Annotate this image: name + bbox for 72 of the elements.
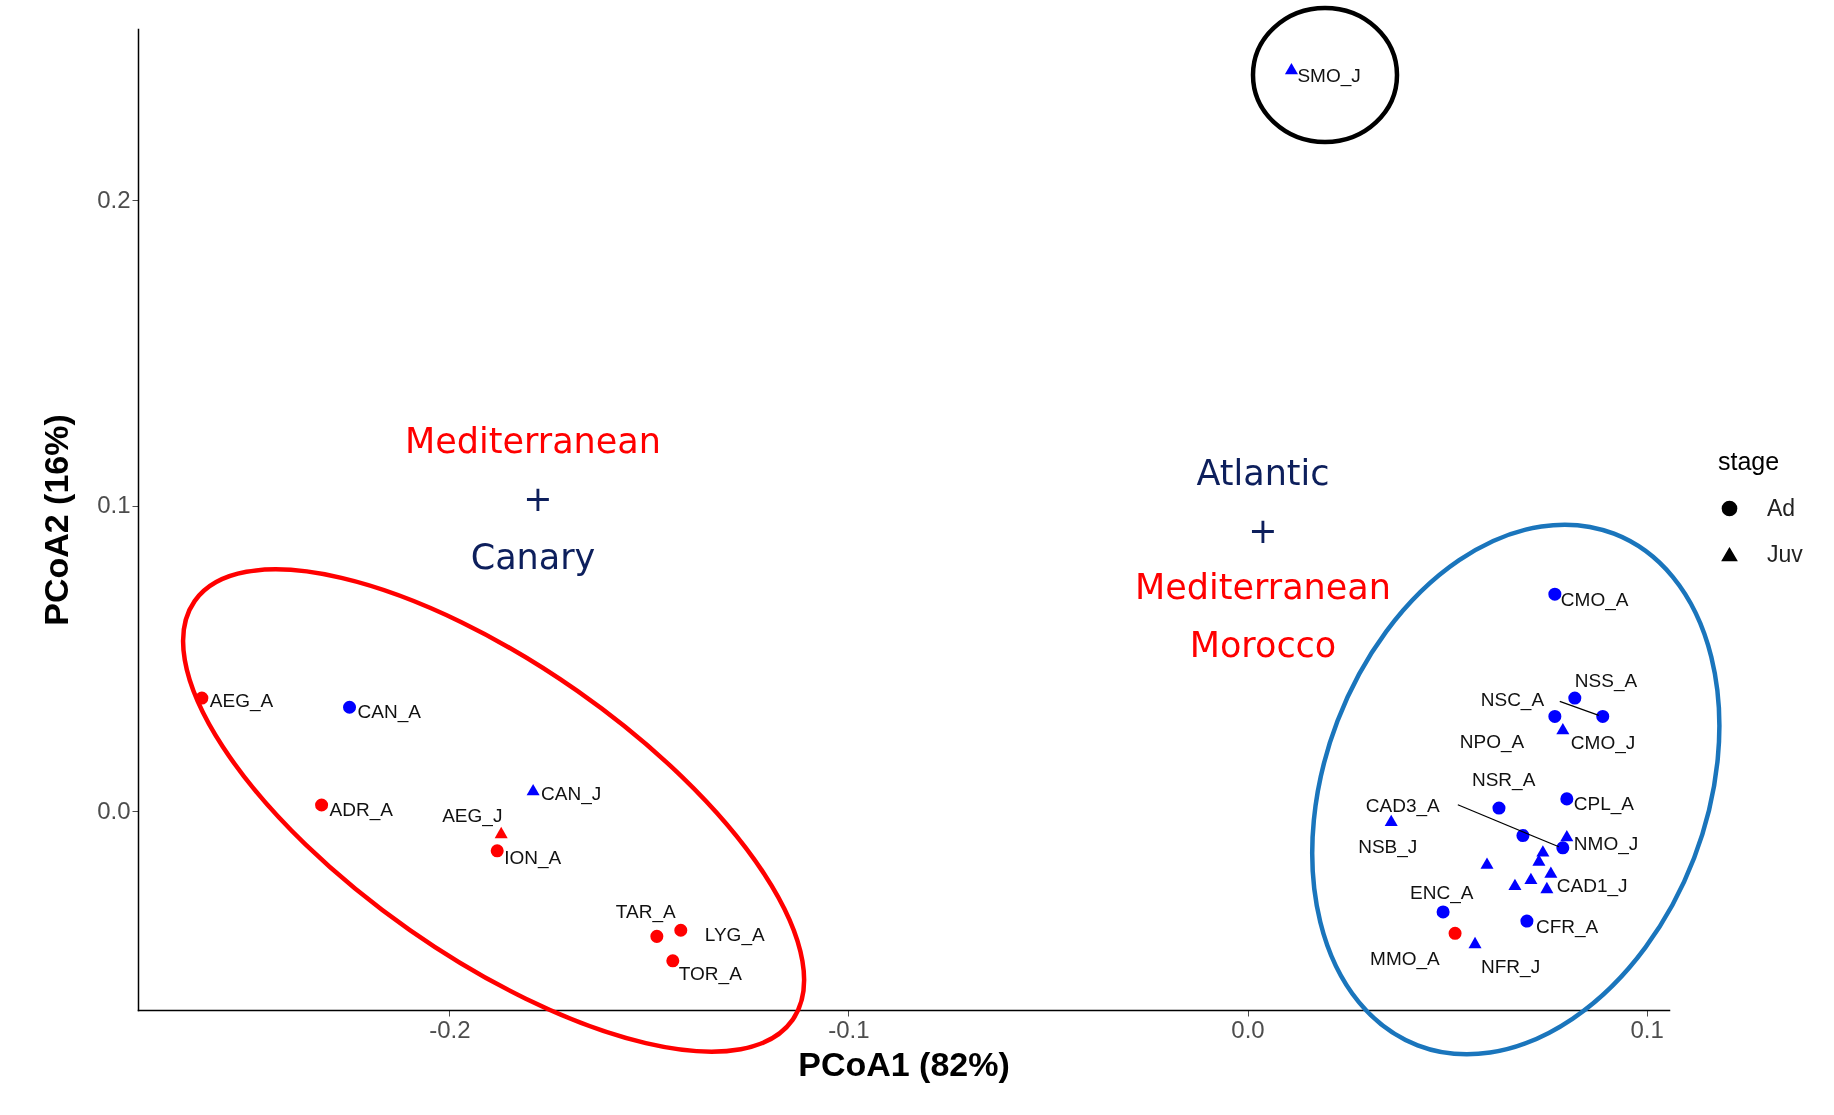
legend-title: stage (1718, 447, 1780, 475)
annotation: ION_A (504, 846, 562, 869)
point (1448, 926, 1462, 940)
point (1548, 709, 1562, 723)
annotation: CAD1_J (1556, 875, 1628, 898)
point (1492, 801, 1506, 815)
annotation: NFR_J (1481, 956, 1541, 979)
point (1568, 691, 1582, 705)
point (650, 929, 664, 943)
annotation: NPO_A (1459, 731, 1525, 754)
annotation: CMO_J (1570, 731, 1636, 754)
annotation: Mediterranean (1135, 567, 1391, 607)
annotation: CFR_A (1535, 916, 1599, 939)
annotation: NSS_A (1574, 670, 1638, 693)
annotation: AEG_A (209, 690, 274, 713)
point (1596, 709, 1610, 723)
annotation: Morocco (1189, 625, 1337, 665)
annotation: NSR_A (1471, 769, 1536, 792)
point (343, 700, 357, 714)
y-tick-label: 0.0 (97, 796, 131, 824)
point (1532, 854, 1546, 866)
point (1556, 722, 1570, 735)
annotation: Atlantic (1196, 453, 1330, 493)
text: Ad (1767, 494, 1796, 521)
annotation: AEG_J (442, 805, 503, 828)
y-tick-label: 0.2 (97, 185, 131, 213)
annotation: + (1248, 511, 1278, 551)
annotation: CAN_J (541, 782, 602, 805)
text: Juv (1767, 540, 1804, 567)
x-tick-label: 0.0 (1231, 1015, 1265, 1043)
x-tick-label: -0.1 (828, 1015, 870, 1043)
annotation: NSC_A (1480, 689, 1545, 712)
x-axis-title: PCoA1 (82%) (798, 1044, 1010, 1083)
point (666, 954, 680, 968)
annotation: TAR_A (615, 901, 676, 924)
y-axis-title: PCoA2 (16%) (37, 414, 76, 626)
point (315, 798, 329, 812)
point (674, 923, 688, 937)
point (1560, 792, 1574, 806)
y-tick-label: 0.1 (97, 491, 131, 519)
annotation: CMO_A (1560, 589, 1629, 612)
annotation: LYG_A (704, 924, 765, 947)
point (1436, 905, 1450, 919)
point (1468, 936, 1482, 949)
annotation: NMO_J (1573, 832, 1639, 855)
annotation: ENC_A (1410, 881, 1474, 904)
annotation: CAD3_A (1365, 794, 1441, 817)
annotation: TOR_A (678, 962, 743, 985)
point (1540, 881, 1554, 894)
point (1548, 587, 1562, 601)
point (494, 826, 508, 839)
x-tick-label: 0.1 (1630, 1015, 1664, 1043)
x-tick-label: -0.2 (429, 1015, 471, 1043)
point (1284, 63, 1298, 75)
point (1556, 841, 1570, 855)
annotation: Canary (470, 537, 596, 577)
point (1508, 878, 1522, 891)
annotation: NSB_J (1358, 836, 1418, 859)
point (1524, 872, 1538, 884)
point (1480, 857, 1494, 869)
annotation: CAN_A (357, 701, 422, 724)
point (1544, 866, 1558, 878)
annotation: Mediterranean (405, 421, 661, 461)
annotation: + (523, 479, 553, 519)
point (526, 784, 540, 796)
point (1520, 914, 1534, 928)
annotation: ADR_A (329, 799, 394, 821)
annotation: MMO_A (1370, 948, 1441, 971)
point (490, 844, 504, 858)
annotation: CPL_A (1573, 792, 1635, 815)
point (1560, 829, 1574, 842)
annotation: SMO_J (1297, 64, 1361, 87)
